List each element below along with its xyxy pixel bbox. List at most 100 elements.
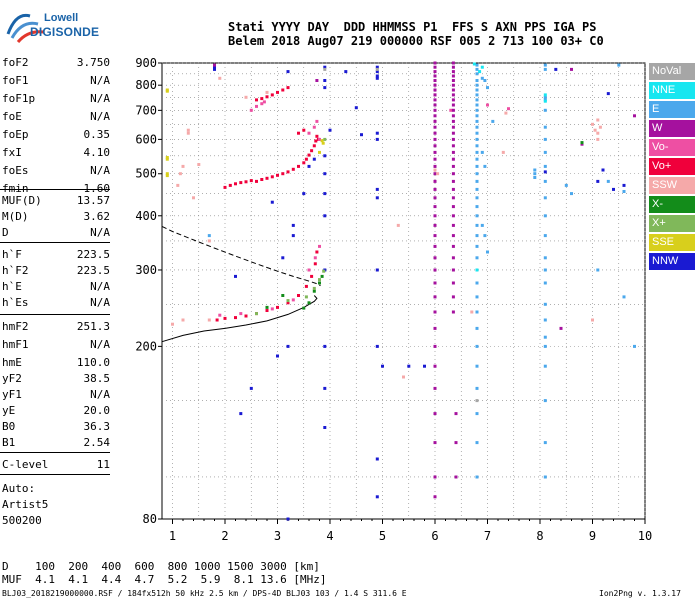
echo-point [475,399,479,403]
echo-point [318,150,321,154]
echo-point [312,157,316,161]
echo-point [475,72,479,76]
echo-point [318,278,321,282]
echo-point [483,234,487,238]
echo-point [606,179,610,183]
echo-point [344,70,348,74]
echo-point [328,128,332,132]
echo-point [276,90,279,94]
echo-point [475,103,479,107]
echo-point [433,214,437,218]
echo-point [543,95,547,99]
echo-point [475,144,479,148]
echo-point [475,310,479,314]
echo-point [171,322,174,326]
param-row: fxI 4.10 [2,146,110,161]
y-tick-label: 200 [135,339,157,353]
echo-point [302,192,306,196]
echo-point [543,281,547,285]
param-row: D N/A [2,226,110,241]
echo-point [475,125,479,129]
echo-point [433,344,437,348]
echo-point [475,93,479,97]
echo-point [286,86,290,90]
echo-point [375,137,379,141]
echo-point [451,65,455,69]
echo-point [375,187,379,191]
param-row: foE N/A [2,110,110,125]
echo-point [475,281,479,285]
legend-item-nnw: NNW [649,253,695,270]
echo-point [433,137,437,141]
param-row: h`E N/A [2,280,110,295]
echo-point [396,223,400,227]
echo-point [402,375,405,379]
param-row: h`F2 223.5 [2,264,110,279]
echo-point [475,179,479,183]
echo-point [433,326,437,330]
echo-point [454,412,458,416]
echo-point [318,244,321,248]
echo-point [297,164,300,168]
echo-point [318,281,321,285]
echo-point [207,318,211,322]
echo-point [480,76,484,80]
echo-point [475,114,479,118]
echo-point [375,76,379,80]
param-value: 251.3 [76,320,110,333]
echo-point [433,244,437,248]
echo-point [192,196,195,200]
param-name: hmE [2,356,22,369]
echo-point [433,386,437,390]
profile-curve-solid [161,295,318,343]
echo-point [543,63,547,67]
echo-point [543,344,547,348]
echo-point [433,93,437,97]
echo-point [451,281,455,285]
echo-point [433,187,437,191]
param-value: N/A [90,74,110,87]
param-row: hmE 110.0 [2,356,110,371]
echo-point [433,61,437,65]
echo-point [307,301,311,305]
echo-point [533,168,537,172]
param-row: hmF2 251.3 [2,320,110,335]
echo-point [543,399,547,403]
echo-point [312,125,316,129]
echo-point [213,67,216,71]
legend-item-vo-plus: Vo+ [649,158,695,175]
param-value: N/A [90,110,110,123]
footer-version: Ion2Png v. 1.3.17 [599,589,681,598]
echo-point [315,134,319,138]
echo-point [543,108,547,112]
param-row: foF1p N/A [2,92,110,107]
echo-point [375,74,379,78]
y-tick-label: 600 [135,132,157,146]
muf-distance-row: D 100 200 400 600 800 1000 1500 3000 [km… [2,560,320,573]
echo-point [475,205,479,209]
echo-point [475,150,479,154]
echo-point [475,412,479,416]
echo-point [451,108,455,112]
echo-point [543,99,547,103]
echo-point [475,344,479,348]
echo-point [564,183,568,187]
echo-point [449,108,453,112]
echo-point [543,302,547,306]
echo-point [601,168,605,172]
echo-point [451,125,455,129]
echo-point [265,95,269,99]
param-name: yF2 [2,372,22,385]
echo-point [276,354,279,358]
echo-point [313,256,317,260]
echo-point [596,131,600,135]
echo-point [433,172,437,176]
param-row: foF2 3.750 [2,56,110,71]
echo-point [475,157,479,161]
echo-point [223,316,227,320]
echo-point [543,214,547,218]
echo-point [304,295,308,299]
echo-point [470,310,474,314]
param-name: h`Es [2,296,29,309]
echo-point [239,181,243,185]
